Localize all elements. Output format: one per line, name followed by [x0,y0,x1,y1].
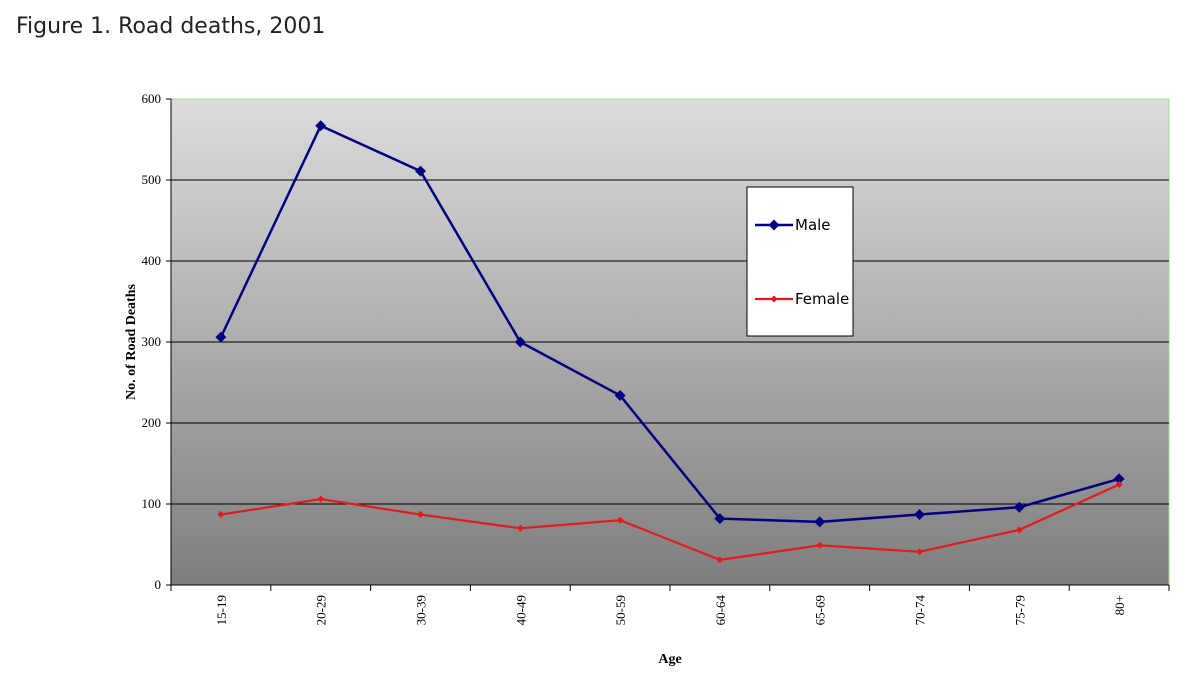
y-tick-label: 300 [142,334,162,349]
grid-lines [171,179,1169,505]
x-tick-label: 20-29 [314,595,329,625]
series-male [215,120,1125,528]
x-axis-label: Age [658,652,681,667]
series-line-female [220,483,1120,561]
data-point-male [315,120,327,132]
x-tick-label: 80+ [1112,595,1127,615]
x-tick-label: 65-69 [813,595,828,625]
y-tick-label: 600 [142,91,162,106]
data-point-male [914,509,925,521]
data-point-female [317,495,325,503]
data-point-female [1115,481,1123,489]
series-lines [215,120,1125,564]
series-line-male [219,124,1120,524]
legend-label-female: Female [795,290,849,308]
x-tick-label: 75-79 [1012,595,1027,625]
x-tick-label: 60-64 [713,595,728,626]
legend-marker-male [768,219,780,231]
y-tick-label: 100 [142,496,162,511]
data-point-male [614,389,626,401]
data-point-female [816,541,824,549]
legend-marker-female [770,295,778,303]
y-tick-label: 200 [142,415,162,430]
x-tick-label: 30-39 [414,595,429,625]
x-tick-label: 50-59 [613,595,628,625]
data-point-male [1113,473,1125,485]
x-tick-label: 70-74 [913,595,928,626]
legend-label-male: Male [795,216,831,234]
data-point-male [415,165,426,177]
y-axis-label: No. of Road Deaths [124,284,139,400]
legend-box [746,186,854,337]
data-point-male [1013,501,1025,513]
y-tick-label: 500 [142,172,162,187]
figure-title: Figure 1. Road deaths, 2001 [16,14,326,39]
data-point-female [217,511,225,519]
data-point-male [215,331,227,343]
y-tick-label: 400 [142,253,162,268]
x-tick-label: 40-49 [513,595,528,625]
axes: 0 100 200 300 400 500 600 15-19 20-29 30-39 40-49 5… [142,91,1170,625]
data-point-male [714,513,726,525]
data-point-female [716,556,724,564]
data-point-female [417,511,424,519]
series-female [217,481,1123,564]
data-point-male [814,516,826,528]
data-point-female [1015,526,1023,534]
y-tick-label: 0 [155,577,162,592]
data-point-female [516,524,524,532]
data-point-female [616,516,624,524]
data-point-female [916,548,923,556]
data-point-male [514,336,526,348]
x-tick-label: 15-19 [214,595,229,625]
legend: Male Female [746,186,854,337]
